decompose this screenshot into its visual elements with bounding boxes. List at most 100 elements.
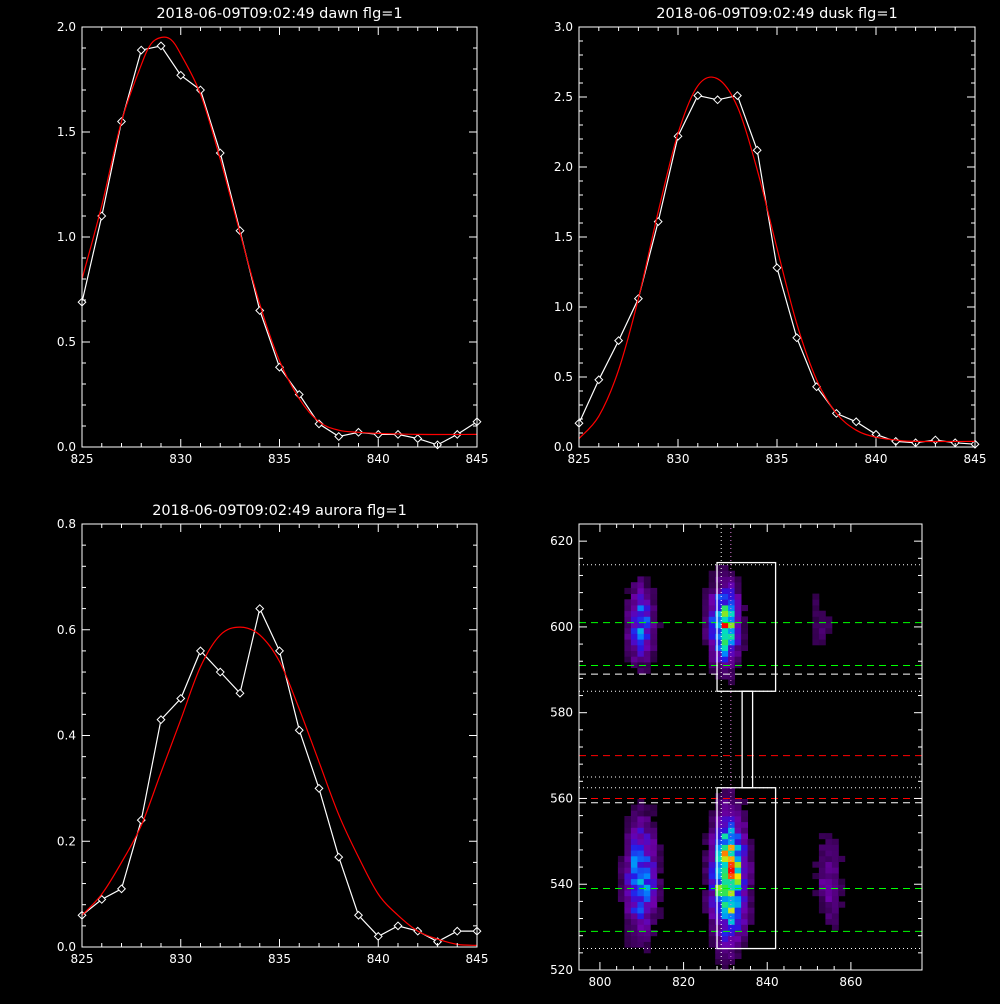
heatmap-cell	[728, 793, 735, 800]
heatmap-cell	[637, 941, 645, 948]
heatmap-cell	[624, 895, 632, 902]
heatmap-cell	[650, 821, 658, 828]
heatmap-cell	[812, 861, 820, 868]
heatmap-cell	[708, 890, 716, 897]
heatmap-cell	[630, 890, 638, 897]
heatmap-cell	[650, 644, 658, 651]
heatmap-cell	[741, 873, 748, 880]
x-tick-label: 830	[169, 952, 192, 966]
heatmap-cell	[650, 855, 658, 862]
heatmap-cell	[812, 622, 820, 629]
heatmap-cell	[728, 833, 735, 840]
heatmap-cell	[650, 867, 658, 874]
heatmap-cell	[643, 901, 651, 908]
heatmap-cell	[728, 952, 735, 959]
heatmap-cell	[734, 633, 742, 640]
heatmap-cell	[708, 924, 716, 931]
heatmap-cell	[650, 844, 658, 851]
heatmap-cell	[734, 810, 742, 817]
heatmap-cell	[721, 793, 729, 800]
heatmap-cell	[630, 913, 638, 920]
heatmap-cell	[624, 639, 632, 646]
heatmap-cell	[741, 895, 748, 902]
heatmap-cell	[831, 844, 839, 851]
heatmap-cell	[708, 884, 716, 891]
heatmap-cell	[643, 593, 651, 600]
heatmap-cell	[637, 901, 645, 908]
heatmap-cell	[728, 890, 735, 897]
heatmap-cell	[624, 605, 632, 612]
heatmap-cell	[630, 924, 638, 931]
heatmap-cell	[721, 816, 729, 823]
heatmap-cell	[650, 633, 658, 640]
heatmap-cell	[637, 878, 645, 885]
heatmap-cell	[741, 627, 748, 634]
heatmap-cell	[734, 913, 742, 920]
heatmap-cell	[728, 673, 735, 680]
heatmap-cell	[721, 599, 729, 606]
heatmap-cell	[721, 827, 729, 834]
heatmap-cell	[721, 570, 729, 577]
heatmap-cell	[702, 587, 710, 594]
heatmap-cell	[630, 873, 638, 880]
chart-panel-2: 825 830 835 840 845 0.0 0.5 1.0 1.5 2.0 2.5 3.0 2018…	[554, 6, 987, 466]
y-tick-label: 600	[550, 620, 573, 634]
heatmap-cell	[831, 918, 839, 925]
data-point-7	[693, 91, 703, 101]
heatmap-cell	[728, 924, 735, 931]
heatmap-cell	[702, 855, 710, 862]
heatmap-cell	[741, 913, 748, 920]
data-point-14	[334, 431, 344, 442]
y-tick-label: 1.0	[554, 300, 573, 314]
heatmap-cell	[637, 873, 645, 880]
heatmap-cell	[728, 958, 735, 965]
y-tick-label: 0.2	[57, 834, 76, 848]
heatmap-cell	[818, 878, 826, 885]
heatmap-cell	[825, 838, 833, 845]
heatmap-cell	[741, 821, 748, 828]
heatmap-cell	[650, 884, 658, 891]
heatmap-cell	[825, 622, 833, 629]
heatmap-cell	[728, 913, 735, 920]
heatmap-cell	[721, 873, 729, 880]
heatmap-cell	[734, 650, 742, 657]
heatmap-cell	[741, 890, 748, 897]
heatmap-cell	[617, 855, 625, 862]
heatmap-cell	[650, 930, 658, 937]
y-tick-label: 540	[550, 877, 573, 891]
heatmap-cell	[630, 605, 638, 612]
data-point-9	[732, 91, 742, 101]
heatmap-cell	[734, 838, 742, 845]
heatmap-cell	[643, 576, 651, 583]
chart-panel-1: 825 830 835 840 845 0.0 0.5 1.0 1.5 2.0 2018-06-09…	[57, 6, 489, 466]
data-point-18	[413, 434, 423, 444]
heatmap-cell	[643, 907, 651, 914]
heatmap-cell	[637, 667, 645, 674]
heatmap-cell	[812, 890, 820, 897]
y-tick-label: 1.5	[554, 230, 573, 244]
y-tick-label: 1.0	[57, 230, 76, 244]
y-tick-label: 2.0	[57, 20, 76, 34]
heatmap-cell	[728, 947, 735, 954]
heatmap-cell	[741, 644, 748, 651]
heatmap-cell	[624, 816, 632, 823]
heatmap-cell	[637, 924, 645, 931]
data-point-5	[156, 41, 166, 51]
heatmap-cell	[643, 804, 651, 811]
x-tick-label: 835	[766, 452, 789, 466]
heatmap-cell	[818, 633, 826, 640]
heatmap-cell	[715, 798, 723, 805]
heatmap-cell	[734, 855, 742, 862]
heatmap-cell	[708, 827, 716, 834]
heatmap-cell	[741, 833, 748, 840]
heatmap-cell	[734, 582, 742, 589]
data-point-9	[235, 688, 245, 698]
y-tick-label: 520	[550, 963, 573, 977]
heatmap-cell	[656, 861, 664, 868]
heatmap-cell	[650, 861, 658, 868]
heatmap-cell	[650, 610, 658, 617]
heatmap-cell	[831, 873, 839, 880]
heatmap-cell	[741, 639, 748, 646]
heatmap-cell	[747, 895, 755, 902]
